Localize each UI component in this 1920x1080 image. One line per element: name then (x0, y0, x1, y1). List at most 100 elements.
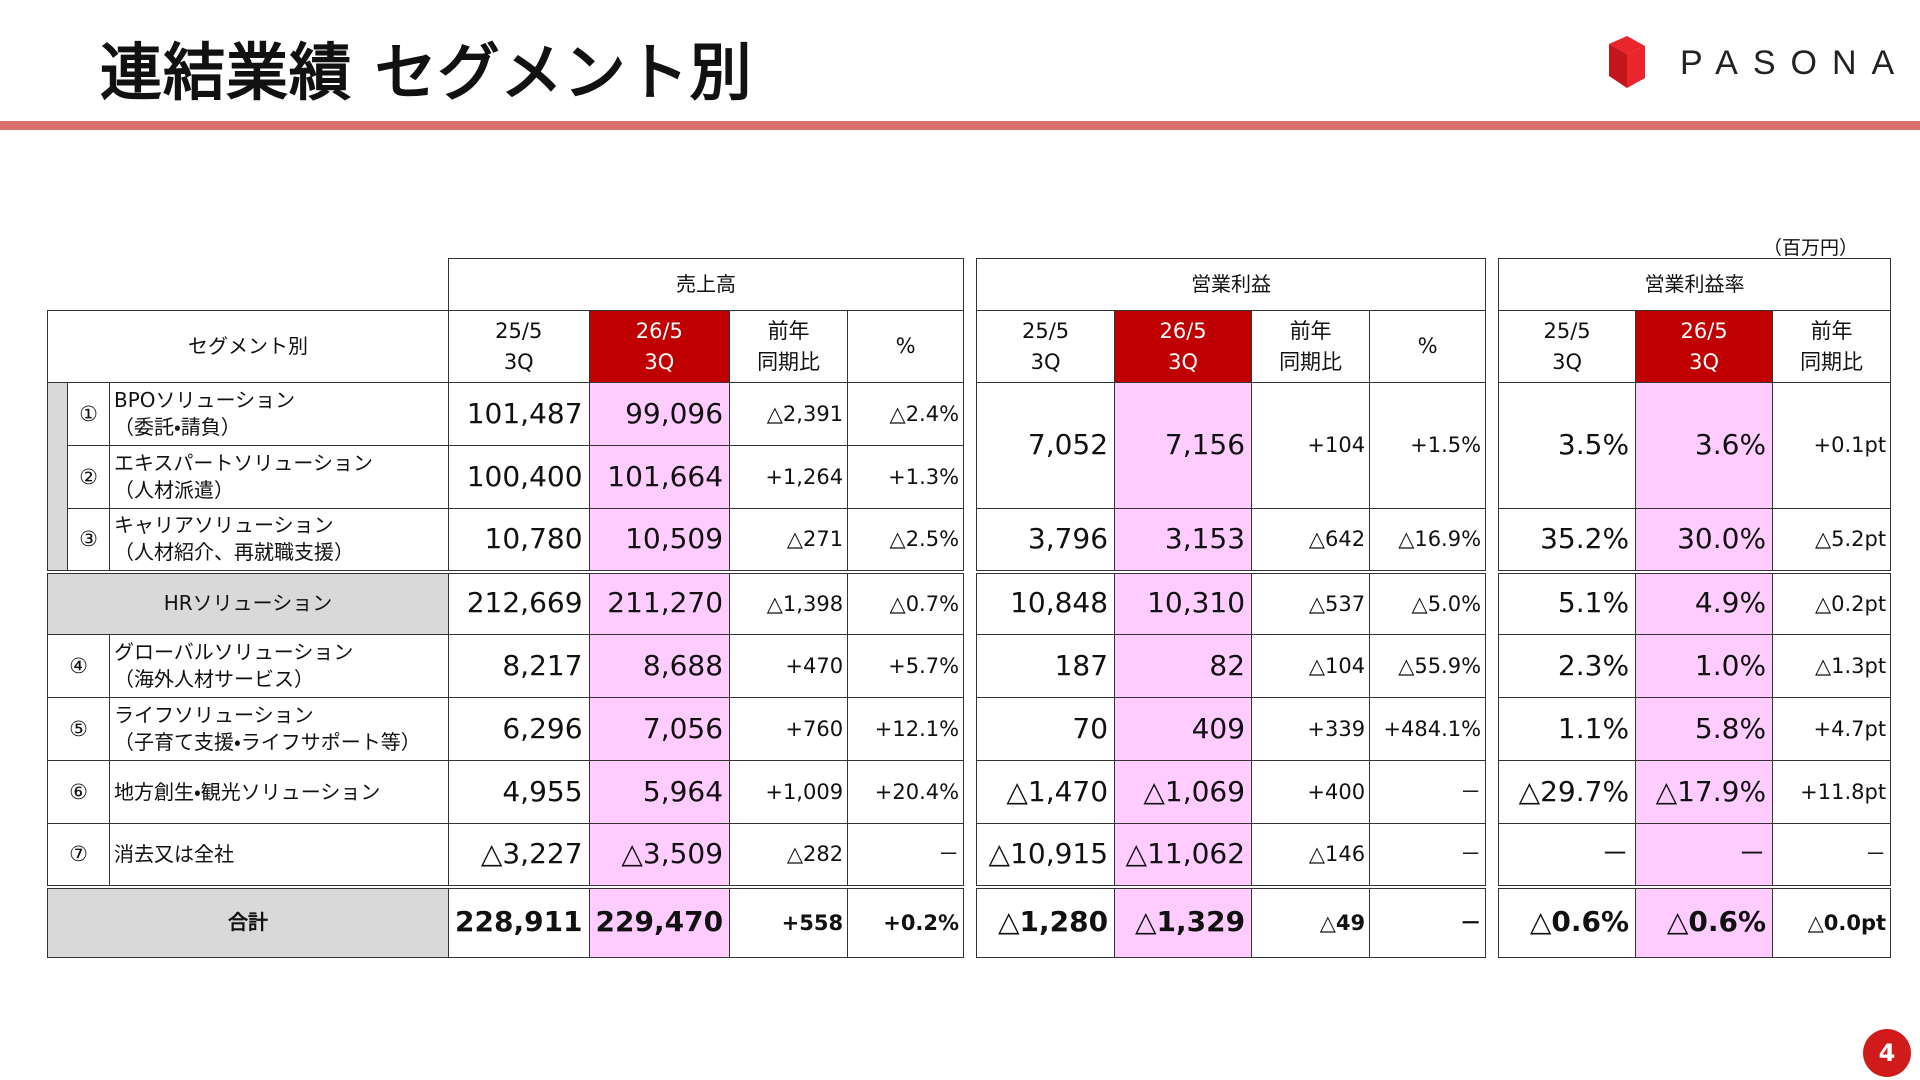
gap (964, 572, 977, 635)
value-cell: △642 (1251, 508, 1371, 572)
value-cell: △0.0pt (1772, 884, 1892, 958)
column-header: 前年 同期比 (729, 310, 849, 383)
gap (964, 259, 977, 311)
value-cell: △0.7% (847, 569, 965, 635)
value-cell: 82 (1114, 634, 1253, 698)
value-cell: 3,153 (1114, 508, 1253, 572)
value-cell: +4.7pt (1772, 697, 1892, 761)
value-cell: +0.1pt (1772, 382, 1892, 509)
value-cell: +558 (729, 884, 849, 958)
value-cell: △1.3pt (1772, 634, 1892, 698)
value-cell: － (1498, 823, 1637, 887)
value-cell: 5,964 (588, 760, 731, 824)
table-row: セグメント別 25/5 3Q 26/5 3Q 前年 同期比% 25/5 3Q 26/5 3… (47, 310, 1892, 383)
column-header: 26/5 3Q (1635, 310, 1774, 383)
value-cell: △49 (1251, 884, 1371, 958)
table-row: 合計 228,911 229,470 +558 +0.2% △1,280 △1,329 △49… (47, 884, 1892, 958)
value-cell: △3,509 (588, 823, 731, 887)
value-cell: 10,509 (588, 508, 731, 572)
value-cell: 101,487 (448, 382, 590, 446)
value-cell: △0.6% (1498, 884, 1637, 958)
value-cell: 10,848 (976, 569, 1116, 635)
gap (1486, 824, 1499, 887)
value-cell: － (1369, 884, 1487, 958)
marker: ⑦ (47, 823, 110, 887)
value-cell: 5.1% (1498, 569, 1637, 635)
value-cell: △2,391 (729, 382, 849, 446)
segment-name: 地方創生・観光ソリューション (109, 760, 449, 824)
marker: ④ (47, 634, 110, 698)
value-cell: △10,915 (976, 823, 1116, 887)
marker: ③ (67, 508, 110, 572)
logo-mark (1609, 36, 1645, 88)
segment-header: セグメント別 (47, 310, 449, 383)
value-cell: △3,227 (448, 823, 590, 887)
value-cell: △146 (1251, 823, 1371, 887)
column-header: 25/5 3Q (1498, 310, 1637, 383)
unit-note: （百万円） (1762, 237, 1858, 259)
table-row: ③ キャリアソリューション （人材紹介、再就職支援） 10,780 10,509 △27… (48, 508, 1892, 572)
value-cell: △5.0% (1369, 569, 1487, 635)
segment-name: キャリアソリューション （人材紹介、再就職支援） (109, 508, 449, 572)
value-cell: 3.5% (1498, 382, 1637, 509)
gap (1486, 887, 1499, 958)
value-cell: 10,780 (448, 508, 590, 572)
gap (1486, 698, 1499, 761)
value-cell: － (1369, 823, 1487, 887)
value-cell: +760 (729, 697, 849, 761)
gap (1486, 259, 1499, 311)
value-cell: 4,955 (448, 760, 590, 824)
value-cell: 99,096 (588, 382, 731, 446)
blank-cell (48, 259, 449, 311)
segment-name: BPOソリューション （委託・請負） (109, 382, 449, 446)
value-cell: 100,400 (448, 445, 590, 509)
value-cell: +0.2% (847, 884, 965, 958)
value-cell: △271 (729, 508, 849, 572)
value-cell: +400 (1251, 760, 1371, 824)
marker: ② (67, 445, 110, 509)
value-cell: 2.3% (1498, 634, 1637, 698)
value-cell: 6,296 (448, 697, 590, 761)
value-cell: +5.7% (847, 634, 965, 698)
column-header: 26/5 3Q (588, 310, 731, 383)
value-cell: △1,329 (1114, 884, 1253, 958)
value-cell: 212,669 (448, 569, 590, 635)
gap (1486, 383, 1499, 446)
gap (964, 824, 977, 887)
gap (964, 509, 977, 572)
value-cell: △11,062 (1114, 823, 1253, 887)
value-cell: +1,264 (729, 445, 849, 509)
value-cell: △1,470 (976, 760, 1116, 824)
value-cell: 10,310 (1114, 569, 1253, 635)
gap (964, 446, 977, 509)
value-cell: － (1772, 823, 1892, 887)
table-row: ④ グローバルソリューション （海外人材サービス） 8,217 8,688 +470 +5… (47, 634, 1892, 698)
column-header: 25/5 3Q (448, 310, 590, 383)
value-cell: △1,069 (1114, 760, 1253, 824)
table-row: ① BPOソリューション （委託・請負） 101,487 99,096 △2,391 △2… (47, 382, 1892, 572)
value-cell: 187 (976, 634, 1116, 698)
value-cell: 8,688 (588, 634, 731, 698)
value-cell: △0.6% (1635, 884, 1774, 958)
value-cell: 228,911 (448, 884, 590, 958)
table-row: ⑥ 地方創生・観光ソリューション 4,955 5,964 +1,009 +20.4% △1,… (47, 760, 1892, 824)
value-cell: △282 (729, 823, 849, 887)
value-cell: 7,056 (588, 697, 731, 761)
table-row: ⑤ ライフソリューション （子育て支援・ライフサポート等） 6,296 7,056 +7… (47, 697, 1892, 761)
value-cell: 4.9% (1635, 569, 1774, 635)
segment-name: エキスパートソリューション （人材派遣） (109, 445, 449, 509)
value-cell: △17.9% (1635, 760, 1774, 824)
value-cell: +470 (729, 634, 849, 698)
value-cell: － (1369, 760, 1487, 824)
segment-name: グローバルソリューション （海外人材サービス） (109, 634, 449, 698)
value-cell: 1.1% (1498, 697, 1637, 761)
gap (964, 383, 977, 446)
segment-name: 消去又は全社 (109, 823, 449, 887)
value-cell: 3,796 (976, 508, 1116, 572)
header-rule (0, 121, 1920, 130)
value-cell: △537 (1251, 569, 1371, 635)
value-cell: +20.4% (847, 760, 965, 824)
value-cell: +1,009 (729, 760, 849, 824)
value-cell: △1,280 (976, 884, 1116, 958)
table-row: 売上高 営業利益 営業利益率 (48, 258, 1892, 311)
